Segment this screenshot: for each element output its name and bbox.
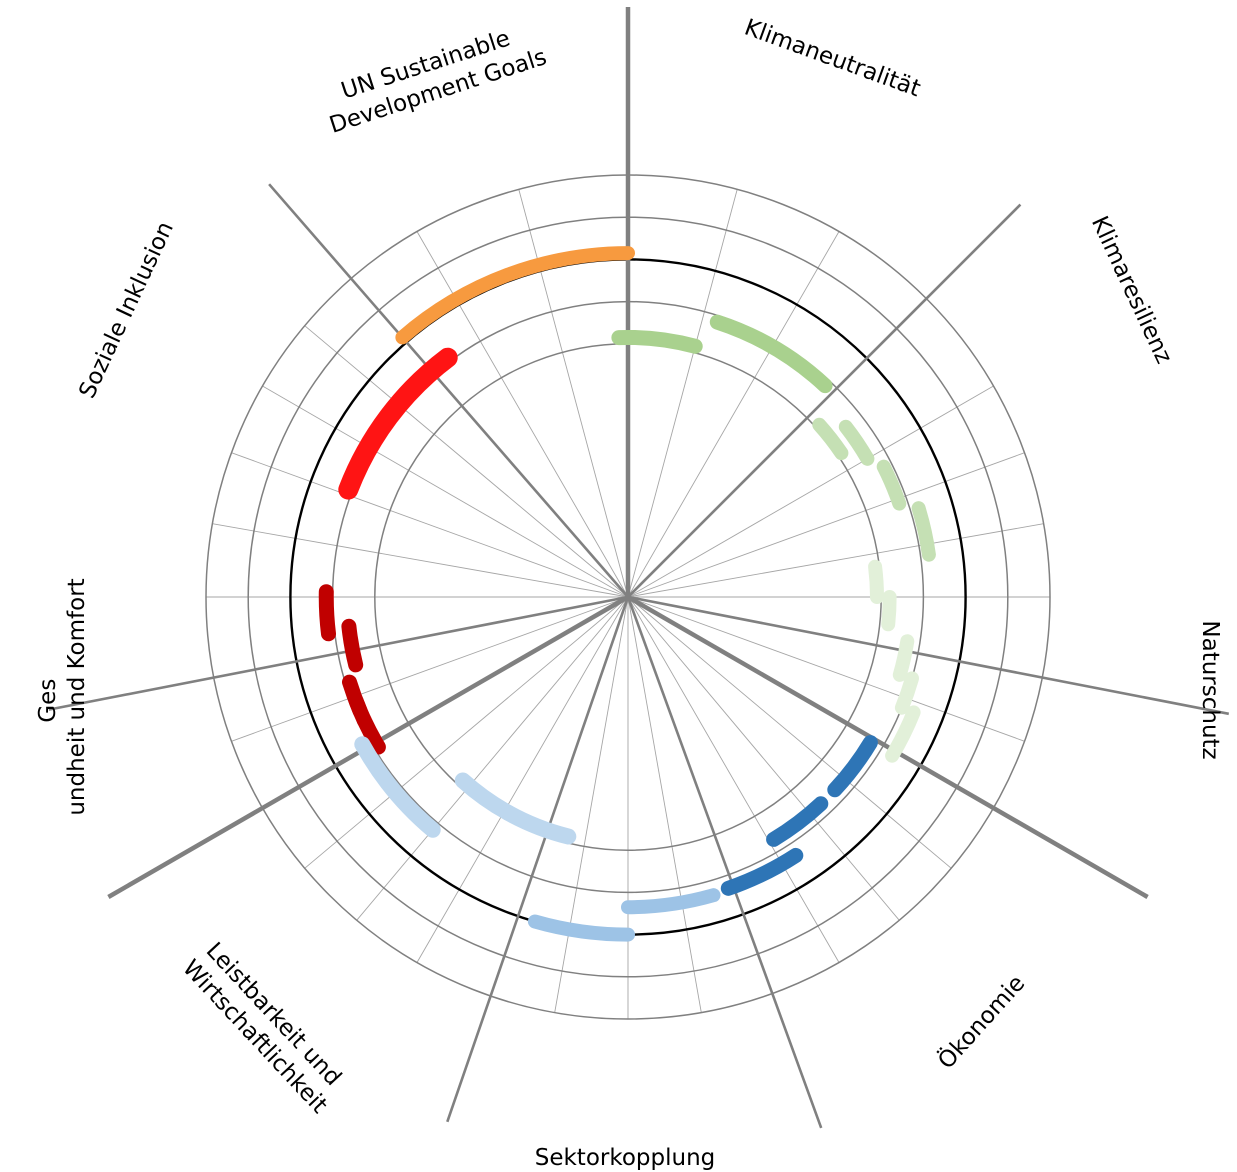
minor-spoke [416, 231, 629, 598]
series-arc [318, 584, 336, 642]
minor-spoke [262, 385, 629, 598]
minor-spoke [627, 596, 952, 869]
series-arc [894, 671, 919, 715]
axis-line [627, 203, 1022, 598]
category-label-naturschutz: Naturschutz [1197, 620, 1223, 759]
axis-line [626, 596, 823, 1129]
series-arc [827, 735, 878, 798]
minor-spoke [627, 596, 840, 963]
series-arc [338, 347, 458, 500]
series-arc [881, 590, 897, 632]
series-arc [611, 329, 703, 354]
category-label-sektorkopplung: Sektorkopplung [535, 1145, 716, 1171]
series-arc [709, 314, 833, 394]
minor-spoke [416, 596, 629, 963]
series-arc [395, 246, 635, 345]
minor-spoke [627, 523, 1044, 598]
series-arc [500, 804, 577, 845]
series-arc [720, 847, 804, 896]
series-arc [341, 618, 364, 673]
axis-line [446, 596, 630, 1123]
series-arc [812, 417, 849, 461]
series-arc [876, 459, 907, 511]
series-arc [911, 501, 936, 562]
category-label-un-sdg: UN Sustainable Development Goals [317, 17, 549, 139]
minor-spoke [304, 325, 629, 598]
series-arc [356, 712, 386, 755]
category-label-klimaresilienz: Klimaresilienz [1086, 212, 1177, 367]
series-arc [766, 796, 829, 847]
minor-spoke [627, 189, 738, 598]
minor-spoke [231, 596, 629, 742]
series-arc [454, 772, 517, 821]
axis-line [268, 183, 629, 598]
category-label-gesundheit-line-1: Ges [35, 679, 61, 723]
series-arc [527, 914, 635, 942]
series-arc [892, 634, 915, 682]
series-arc [354, 736, 441, 838]
series-arc [621, 888, 721, 915]
series-arc [885, 705, 921, 763]
minor-spoke [627, 596, 702, 1013]
category-label-soziale-inklusion: Soziale Inklusion [74, 218, 179, 403]
minor-spoke [627, 385, 994, 598]
axis-line [626, 595, 1149, 899]
series-arc [868, 559, 884, 604]
minor-spoke [627, 596, 900, 921]
series-arc [838, 419, 875, 466]
axis-line [48, 595, 629, 711]
minor-spoke [627, 452, 1025, 598]
category-label-gesundheit: Ges undheit und Komfort [35, 578, 90, 815]
category-label-leistbarkeit: Leistbarkeit und Wirtschaftlichkeit [177, 935, 353, 1118]
minor-spoke [212, 523, 629, 598]
minor-spoke [627, 596, 1025, 742]
minor-spoke [627, 231, 840, 598]
minor-spoke [231, 452, 629, 598]
category-label-oekonomie: Ökonomie [932, 969, 1031, 1074]
minor-spoke [304, 596, 629, 869]
category-label-klimaneutralitaet: Klimaneutralität [741, 15, 924, 103]
arc-layer [318, 246, 936, 942]
minor-spoke [554, 596, 629, 1013]
category-label-gesundheit-line-2: undheit und Komfort [64, 578, 90, 815]
minor-spoke-layer [206, 189, 1050, 1019]
minor-spoke [356, 596, 629, 921]
minor-spoke [518, 189, 629, 598]
axis-line [627, 595, 1230, 716]
